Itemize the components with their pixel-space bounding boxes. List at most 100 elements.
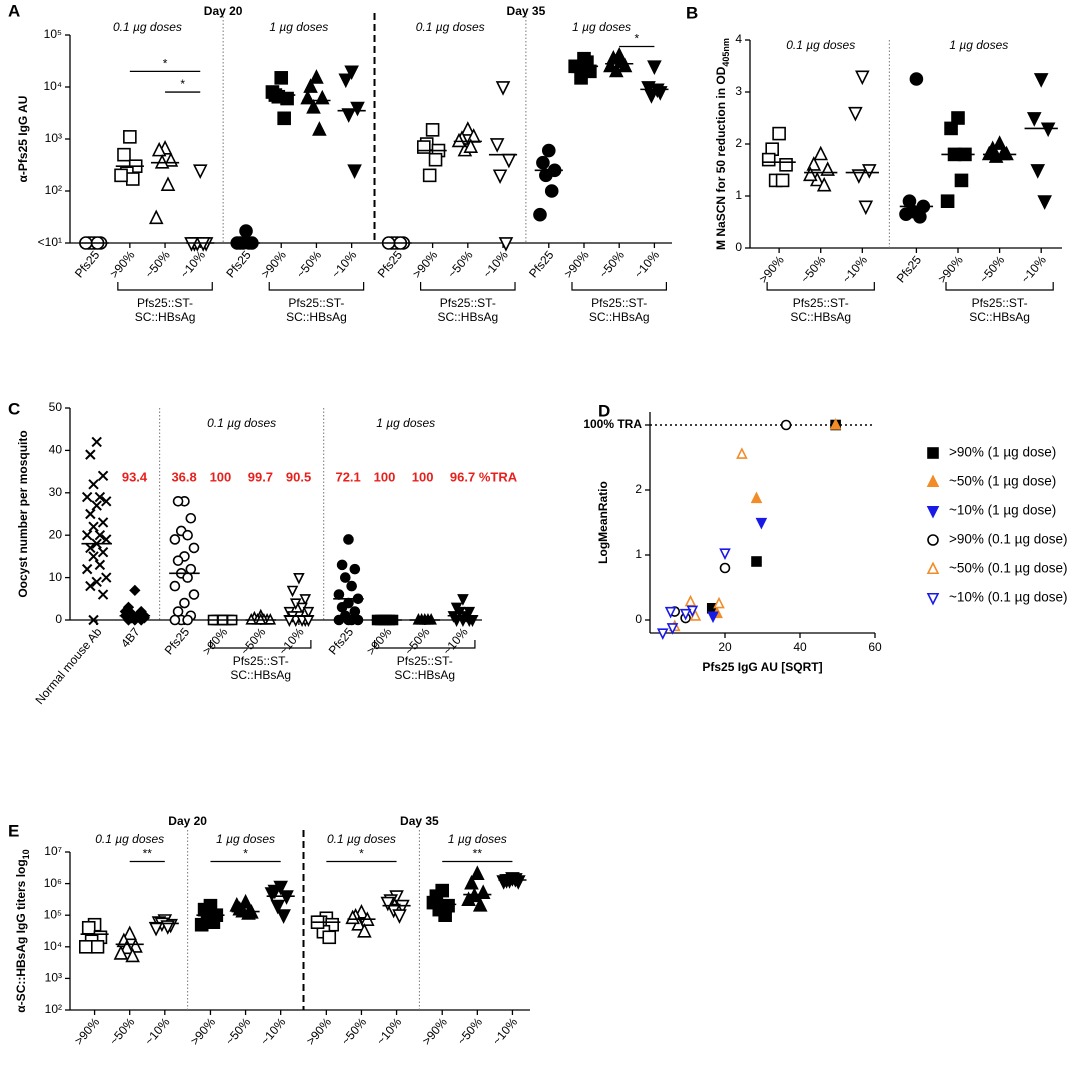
y-tick-label: 20	[49, 527, 63, 541]
marker	[315, 89, 330, 105]
y-tick-label: 0	[735, 240, 742, 254]
marker	[306, 99, 321, 114]
significance-label: *	[359, 847, 364, 861]
x-tick-label: ~10%	[177, 248, 208, 281]
marker	[1033, 73, 1049, 88]
significance-label: *	[634, 32, 639, 46]
marker	[300, 89, 315, 105]
section-header: 1 µg doses	[376, 416, 435, 430]
y-axis-label: LogMeanRatio	[596, 481, 610, 564]
x-tick-label: ~50%	[596, 248, 627, 281]
tra-label: 72.1	[335, 469, 360, 484]
marker	[88, 479, 99, 490]
y-axis-label: M NaSCN for 50 reduction in OD405nm	[714, 38, 731, 250]
marker	[79, 939, 93, 954]
marker	[185, 512, 197, 524]
y-tick-label: 10⁴	[43, 79, 62, 93]
marker	[338, 73, 354, 89]
y-tick-label: 1	[735, 188, 742, 202]
marker	[241, 905, 256, 920]
y-tick-label: 10³	[45, 971, 62, 985]
marker	[265, 85, 280, 99]
marker	[926, 505, 940, 519]
tra-label: 93.4	[122, 469, 148, 484]
marker	[755, 517, 768, 530]
y-tick-label: 0	[635, 612, 642, 626]
panel-label: B	[686, 3, 698, 22]
panel-label: D	[598, 401, 610, 420]
marker	[775, 173, 790, 188]
x-tick-label: >90%	[410, 248, 441, 281]
marker	[855, 70, 870, 86]
construct-bracket	[766, 282, 875, 291]
marker	[169, 534, 181, 545]
marker	[343, 534, 354, 545]
y-tick-label: 50	[49, 400, 63, 414]
x-tick-label: ~10%	[142, 1015, 173, 1048]
y-axis-label: Oocyst number per mosquito	[16, 430, 30, 597]
x-tick-label: >90%	[303, 1015, 334, 1048]
marker	[464, 874, 479, 890]
x-tick-label: >90%	[419, 1015, 450, 1048]
marker	[536, 155, 550, 170]
tra-label: 100	[210, 469, 232, 484]
marker	[312, 121, 327, 136]
marker	[496, 875, 511, 890]
marker	[772, 126, 786, 141]
marker	[751, 556, 762, 567]
construct-label: SC::HBsAg	[286, 310, 347, 324]
marker	[184, 237, 199, 252]
marker	[97, 589, 109, 600]
x-tick-label: >90%	[364, 625, 395, 658]
construct-label: SC::HBsAg	[394, 668, 455, 682]
y-axis-label-part: α-Pfs25 IgG AU	[16, 96, 30, 183]
x-tick-label: ~10%	[440, 625, 471, 658]
x-tick-label: ~10%	[631, 248, 662, 281]
marker	[848, 106, 863, 122]
marker	[422, 168, 437, 183]
marker	[913, 210, 927, 224]
y-axis-label-part: 405nm	[721, 38, 731, 67]
marker	[322, 930, 337, 945]
legend-label: >90% (0.1 µg dose)	[949, 532, 1067, 547]
x-tick-label: ~10%	[480, 248, 511, 281]
y-tick-label: 2	[735, 136, 742, 150]
x-tick-label: 20	[718, 640, 732, 654]
marker	[713, 596, 725, 609]
x-tick-label: >90%	[200, 625, 231, 658]
x-tick-label: ~10%	[1018, 253, 1049, 286]
marker	[194, 917, 209, 932]
marker	[148, 209, 164, 225]
marker	[119, 939, 135, 955]
section-header: 1 µg doses	[216, 832, 275, 846]
marker	[229, 896, 245, 912]
construct-label: SC::HBsAg	[589, 310, 650, 324]
marker	[707, 611, 719, 624]
marker	[460, 121, 476, 136]
marker	[719, 562, 731, 574]
marker	[346, 580, 357, 592]
construct-bracket	[117, 282, 213, 291]
marker	[981, 145, 997, 161]
marker	[944, 121, 958, 136]
marker	[276, 909, 291, 924]
legend-label: ~50% (0.1 µg dose)	[949, 561, 1067, 576]
marker	[169, 614, 181, 626]
marker	[88, 614, 99, 626]
significance-label: *	[243, 847, 248, 861]
section-header: 0.1 µg doses	[95, 832, 164, 846]
x-tick-label: ~10%	[329, 248, 360, 281]
legend-label: ~10% (1 µg dose)	[949, 503, 1056, 518]
marker	[926, 561, 940, 575]
marker	[309, 69, 324, 84]
x-tick-label: ~50%	[142, 248, 173, 281]
section-header: 0.1 µg doses	[786, 38, 855, 52]
marker	[750, 491, 763, 504]
marker	[1026, 112, 1042, 127]
marker	[277, 111, 291, 126]
marker	[347, 164, 362, 179]
x-tick-label: ~10%	[258, 1015, 289, 1048]
marker	[117, 147, 131, 162]
marker	[172, 606, 184, 617]
marker	[927, 534, 939, 546]
